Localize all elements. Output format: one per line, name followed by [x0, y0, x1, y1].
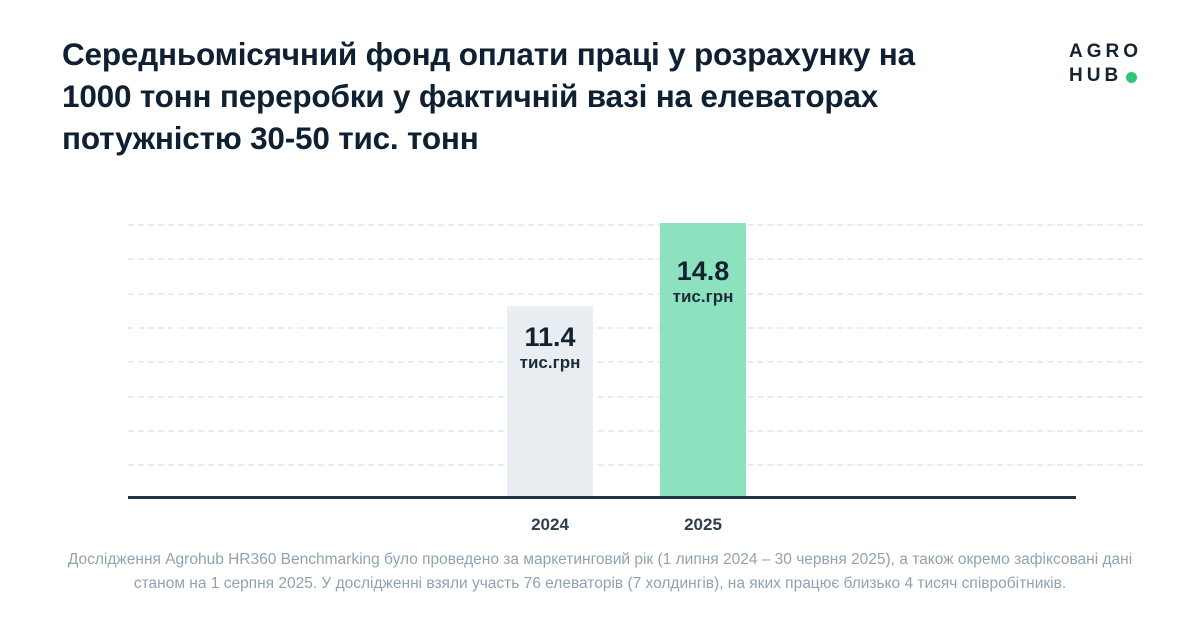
bar-2024-value: 11.4 [524, 322, 576, 352]
bar-2025-label: 14.8 тис.грн [673, 256, 734, 308]
gridline [128, 361, 1143, 364]
logo-line-agro: AGRO [1069, 40, 1142, 64]
bar-2025: 14.8 тис.грн [660, 223, 746, 497]
bar-2024-label: 11.4 тис.грн [520, 322, 581, 374]
gridline [128, 224, 1143, 226]
logo-line-hub: HUB [1069, 64, 1142, 88]
bar-2025-value: 14.8 [676, 256, 730, 286]
gridline [128, 395, 1143, 398]
bar-chart: 11.4 тис.грн 14.8 тис.грн 2024 2025 [128, 210, 1143, 534]
page-title-line-2: 1000 тонн переробки у фактичній вазі на … [62, 78, 879, 114]
footnote-line-1: Дослідження Agrohub HR360 Benchmarking б… [67, 551, 1133, 568]
bar-2024-unit: тис.грн [519, 353, 581, 372]
gridline [128, 258, 1143, 261]
page-title-line-1: Середньомісячний фонд оплати праці у роз… [62, 36, 915, 72]
x-tick-2024: 2024 [531, 515, 569, 534]
logo-text-hub: HUB [1069, 65, 1123, 86]
gridline [128, 326, 1143, 329]
footnote: Дослідження Agrohub HR360 Benchmarking б… [0, 548, 1200, 596]
gridline [128, 292, 1143, 295]
agrohub-logo: AGRO HUB [1069, 40, 1142, 88]
x-tick-2025: 2025 [684, 515, 722, 534]
bar-2024: 11.4 тис.грн [507, 306, 593, 497]
gridline [128, 464, 1143, 467]
logo-green-dot-icon [1126, 71, 1138, 83]
logo-text-agro: AGRO [1069, 41, 1142, 62]
footnote-line-2: станом на 1 серпня 2025. У дослідженні в… [133, 575, 1067, 592]
page-title: Середньомісячний фонд оплати праці у роз… [62, 33, 915, 159]
gridline [128, 429, 1143, 432]
bar-2025-unit: тис.грн [672, 287, 734, 306]
x-axis-line [128, 496, 1076, 499]
page-title-line-3: потужністю 30-50 тис. тонн [62, 120, 479, 156]
